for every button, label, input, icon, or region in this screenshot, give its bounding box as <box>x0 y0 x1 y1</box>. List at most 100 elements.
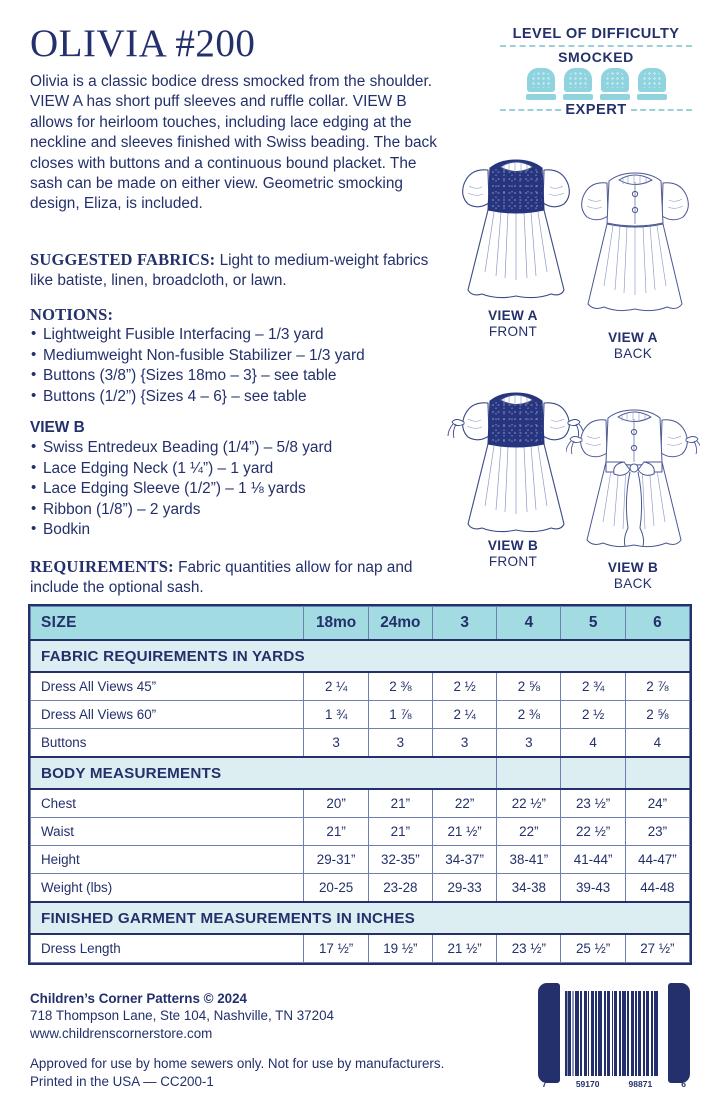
cell: 2 ¼ <box>303 671 369 701</box>
suggested-fabrics-text: Light to medium-weight fabrics like bati… <box>30 252 429 290</box>
cell: 20” <box>303 788 369 818</box>
view-b-notions-block: VIEW B Swiss Entredeux Beading (1/4”) – … <box>30 418 448 540</box>
caption-view-b-front: VIEW B FRONT <box>458 538 568 569</box>
requirements-text: Fabric quantities allow for nap and incl… <box>30 559 413 597</box>
section-banner-body: BODY MEASUREMENTS <box>29 756 691 790</box>
cell: 29-31” <box>303 845 369 874</box>
caption-side: BACK <box>613 575 653 591</box>
column-header: 3 <box>431 606 498 641</box>
view-b-heading: VIEW B <box>30 419 85 436</box>
section-banner-finished: FINISHED GARMENT MEASUREMENTS IN INCHES <box>30 901 690 935</box>
thimble-icon <box>562 68 593 100</box>
cell: 1 ⅞ <box>367 700 433 729</box>
cell: 23” <box>624 817 691 846</box>
list-item: Mediumweight Non-fusible Stabilizer – 1/… <box>30 345 448 366</box>
cell: 34-37” <box>431 845 498 874</box>
cell: 39-43 <box>560 873 626 903</box>
illustration-view-a-back <box>572 152 698 325</box>
cell: 32-35” <box>367 845 433 874</box>
column-header-size: SIZE <box>29 606 305 641</box>
cell: 2 ⅜ <box>367 671 433 701</box>
page-title: OLIVIA #200 <box>30 22 256 65</box>
barcode-group-2: 98871 <box>628 1079 653 1089</box>
cell: 2 ⅞ <box>624 671 691 701</box>
section-title: BODY MEASUREMENTS <box>29 756 498 790</box>
caption-view: VIEW B <box>607 560 659 575</box>
section-banner-fabric: FABRIC REQUIREMENTS IN YARDS <box>30 639 690 673</box>
cell: 44-48 <box>624 873 691 903</box>
row-label: Buttons <box>29 728 305 758</box>
table-body: SIZE 18mo 24mo 3 4 5 6 FABRIC REQUIREMEN… <box>29 606 691 963</box>
button-icon <box>631 206 639 214</box>
cell: 34-38 <box>496 873 562 903</box>
cell: 3 <box>303 728 369 758</box>
difficulty-badge: LEVEL OF DIFFICULTY SMOCKED EXPERT <box>500 26 693 118</box>
difficulty-level-row: EXPERT <box>500 102 693 118</box>
section-title: FABRIC REQUIREMENTS IN YARDS <box>30 639 690 673</box>
cell: 21” <box>367 788 433 818</box>
column-header: 18mo <box>303 606 369 641</box>
caption-view-b-back: VIEW B BACK <box>578 560 688 591</box>
thimble-icon <box>636 68 667 100</box>
illustration-view-b-back <box>565 388 703 561</box>
cell: 27 ½” <box>624 933 691 963</box>
row-label: Dress Length <box>29 933 305 963</box>
requirements-lead: REQUIREMENTS: <box>30 557 174 576</box>
thimble-icon <box>525 68 556 100</box>
cell: 22 ½” <box>496 788 562 818</box>
column-header: 6 <box>624 606 691 641</box>
table-row: Waist 21” 21” 21 ½” 22” 22 ½” 23” <box>29 817 691 846</box>
list-item: Bodkin <box>30 519 448 540</box>
cell: 23 ½” <box>560 788 626 818</box>
list-item: Buttons (3/8”) {Sizes 18mo – 3} – see ta… <box>30 365 448 386</box>
button-icon <box>630 444 638 452</box>
measurements-table: SIZE 18mo 24mo 3 4 5 6 FABRIC REQUIREMEN… <box>29 606 691 963</box>
notions-list: Lightweight Fusible Interfacing – 1/3 ya… <box>30 324 448 407</box>
cell: 1 ¾ <box>303 700 369 729</box>
requirements-block: REQUIREMENTS: Fabric quantities allow fo… <box>30 557 448 599</box>
cell: 19 ½” <box>367 933 433 963</box>
cell: 23-28 <box>367 873 433 903</box>
column-header: 4 <box>496 606 562 641</box>
barcode-left-block <box>538 983 560 1083</box>
company-website[interactable]: www.childrenscornerstore.com <box>30 1025 213 1041</box>
cell: 3 <box>431 728 498 758</box>
barcode-group-1: 59170 <box>575 1079 600 1089</box>
section-blank-cell <box>560 756 626 790</box>
list-item: Lace Edging Sleeve (1/2”) – 1 ⅛ yards <box>30 478 448 499</box>
caption-view-a-back: VIEW A BACK <box>578 330 688 361</box>
barcode-right-block <box>668 983 690 1083</box>
difficulty-heading: LEVEL OF DIFFICULTY <box>512 26 680 42</box>
cell: 2 ⅜ <box>496 700 562 729</box>
cell: 21 ½” <box>431 817 498 846</box>
list-item: Lightweight Fusible Interfacing – 1/3 ya… <box>30 324 448 345</box>
table-row: Dress Length 17 ½” 19 ½” 21 ½” 23 ½” 25 … <box>29 933 691 963</box>
list-item: Ribbon (1/8”) – 2 yards <box>30 499 448 520</box>
table-header-row: SIZE 18mo 24mo 3 4 5 6 <box>29 606 691 641</box>
row-label: Chest <box>29 788 305 818</box>
table-row: Buttons 3 3 3 3 4 4 <box>29 728 691 758</box>
caption-side: FRONT <box>488 323 538 339</box>
cell: 4 <box>560 728 626 758</box>
caption-side: FRONT <box>488 553 538 569</box>
thimble-rating <box>500 68 692 100</box>
button-icon <box>631 190 639 198</box>
caption-view: VIEW A <box>608 330 658 345</box>
cell: 3 <box>367 728 433 758</box>
barcode: 7 59170 98871 6 <box>538 983 690 1091</box>
row-label: Height <box>29 845 305 874</box>
caption-view: VIEW B <box>487 538 539 553</box>
cell: 2 ¾ <box>560 671 626 701</box>
divider-dashed-left <box>500 109 562 111</box>
cell: 3 <box>496 728 562 758</box>
footer-block: Children’s Corner Patterns © 2024 718 Th… <box>30 990 460 1090</box>
caption-side: BACK <box>613 345 653 361</box>
section-title: FINISHED GARMENT MEASUREMENTS IN INCHES <box>30 901 690 935</box>
cell: 44-47” <box>624 845 691 874</box>
cell: 21 ½” <box>431 933 498 963</box>
sash-bow <box>605 461 663 547</box>
company-name: Children’s Corner Patterns © 2024 <box>30 991 247 1006</box>
cell: 20-25 <box>303 873 369 903</box>
size-chart-table: SIZE 18mo 24mo 3 4 5 6 FABRIC REQUIREMEN… <box>28 604 692 965</box>
